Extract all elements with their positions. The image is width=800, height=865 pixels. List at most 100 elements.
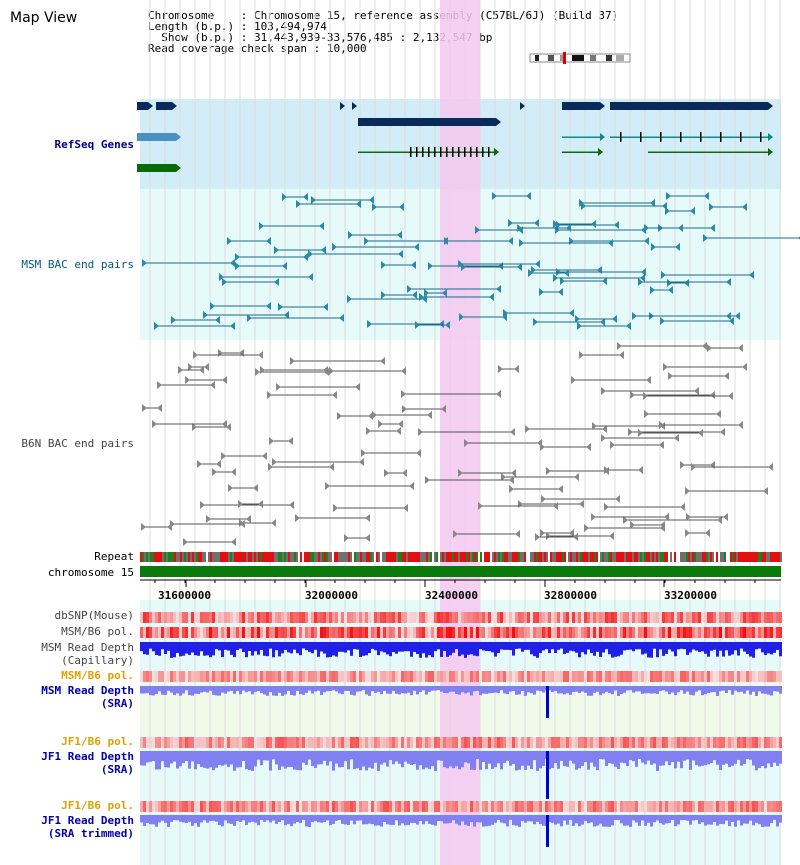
bac-end-arrow xyxy=(402,405,407,413)
read-depth-bar xyxy=(779,751,782,764)
repeat-mark xyxy=(380,552,382,562)
repeat-mark xyxy=(398,552,400,562)
repeat-mark xyxy=(494,552,496,562)
track-label-refseq[interactable]: RefSeq Genes xyxy=(54,138,134,151)
repeat-mark xyxy=(444,552,446,562)
pol-heat-cell xyxy=(395,627,398,638)
pol-heat-cell xyxy=(662,737,665,748)
pol-heat-cell xyxy=(491,627,494,638)
bac-end-arrow xyxy=(641,226,646,234)
read-depth-bar xyxy=(731,815,734,822)
pol-heat-cell xyxy=(494,671,497,682)
read-depth-bar xyxy=(158,686,161,692)
pol-heat-cell xyxy=(149,627,152,638)
track-label-msm-bac[interactable]: MSM BAC end pairs xyxy=(21,258,134,271)
pol-heat-cell xyxy=(410,671,413,682)
pol-heat-cell xyxy=(461,737,464,748)
pol-heat-cell xyxy=(344,612,347,623)
bac-end-arrow xyxy=(660,521,665,529)
pol-heat-cell xyxy=(455,671,458,682)
read-depth-bar xyxy=(320,686,323,695)
read-depth-bar xyxy=(614,815,617,820)
pol-heat-cell xyxy=(620,737,623,748)
pol-heat-cell xyxy=(221,612,224,623)
pol-heat-cell xyxy=(215,671,218,682)
pol-heat-cell xyxy=(302,627,305,638)
pol-heat-cell xyxy=(401,801,404,812)
pol-heat-cell xyxy=(758,801,761,812)
read-depth-bar xyxy=(503,815,506,824)
read-depth-bar xyxy=(206,815,209,823)
pol-heat-cell xyxy=(611,627,614,638)
repeat-mark xyxy=(594,552,596,562)
read-depth-bar xyxy=(350,686,353,695)
read-depth-bar xyxy=(338,642,341,652)
pol-heat-cell xyxy=(269,627,272,638)
repeat-mark xyxy=(252,552,254,562)
bac-end-arrow xyxy=(367,320,372,328)
read-depth-bar xyxy=(467,751,470,764)
pol-heat-cell xyxy=(593,671,596,682)
read-depth-bar xyxy=(245,815,248,825)
read-depth-bar xyxy=(440,751,443,761)
pol-heat-cell xyxy=(722,671,725,682)
pol-heat-cell xyxy=(419,612,422,623)
read-depth-bar xyxy=(548,815,551,822)
chromosome-ideogram[interactable] xyxy=(529,52,631,64)
read-depth-bar xyxy=(185,815,188,824)
read-depth-bar xyxy=(743,751,746,764)
read-depth-bar xyxy=(308,642,311,652)
pol-heat-cell xyxy=(608,801,611,812)
feature-layer[interactable] xyxy=(137,102,800,847)
pol-heat-cell xyxy=(500,801,503,812)
read-depth-bar xyxy=(314,815,317,822)
pol-heat-cell xyxy=(686,612,689,623)
read-depth-bar xyxy=(698,642,701,652)
read-depth-bar xyxy=(575,751,578,770)
read-depth-bar xyxy=(302,642,305,649)
pol-heat-cell xyxy=(233,737,236,748)
pol-heat-cell xyxy=(275,737,278,748)
pol-heat-cell xyxy=(725,801,728,812)
pol-heat-cell xyxy=(776,612,779,623)
read-depth-bar xyxy=(164,642,167,655)
read-depth-bar xyxy=(326,642,329,658)
read-depth-bar xyxy=(482,642,485,651)
read-depth-bar xyxy=(296,751,299,771)
pol-heat-cell xyxy=(140,671,143,682)
pol-heat-cell xyxy=(401,627,404,638)
read-depth-bar xyxy=(245,642,248,658)
pol-heat-cell xyxy=(623,737,626,748)
pol-heat-cell xyxy=(749,671,752,682)
pol-heat-cell xyxy=(644,627,647,638)
read-depth-bar xyxy=(686,642,689,655)
pol-heat-cell xyxy=(230,737,233,748)
pol-heat-cell xyxy=(182,671,185,682)
pol-heat-cell xyxy=(356,801,359,812)
read-depth-bar xyxy=(761,751,764,767)
read-depth-bar xyxy=(143,686,146,694)
bac-end-arrow xyxy=(742,363,747,371)
read-depth-bar xyxy=(443,815,446,824)
repeat-mark xyxy=(192,552,194,562)
read-depth-bar xyxy=(770,642,773,655)
read-depth-bar xyxy=(182,815,185,823)
repeat-mark xyxy=(780,552,782,562)
bac-end-arrow xyxy=(614,221,619,229)
track-label-b6n-bac[interactable]: B6N BAC end pairs xyxy=(21,437,134,450)
exon-mark xyxy=(428,147,430,157)
read-depth-bar xyxy=(767,642,770,654)
bac-end-arrow xyxy=(397,231,402,239)
pol-heat-cell xyxy=(164,737,167,748)
read-depth-bar xyxy=(620,642,623,655)
pol-heat-cell xyxy=(422,737,425,748)
pol-heat-cell xyxy=(506,737,509,748)
read-depth-bar xyxy=(329,642,332,657)
pol-heat-cell xyxy=(704,737,707,748)
pol-heat-cell xyxy=(371,671,374,682)
pol-heat-cell xyxy=(287,801,290,812)
pol-heat-cell xyxy=(668,612,671,623)
read-depth-bar xyxy=(317,686,320,691)
bac-end-arrow xyxy=(646,376,651,384)
